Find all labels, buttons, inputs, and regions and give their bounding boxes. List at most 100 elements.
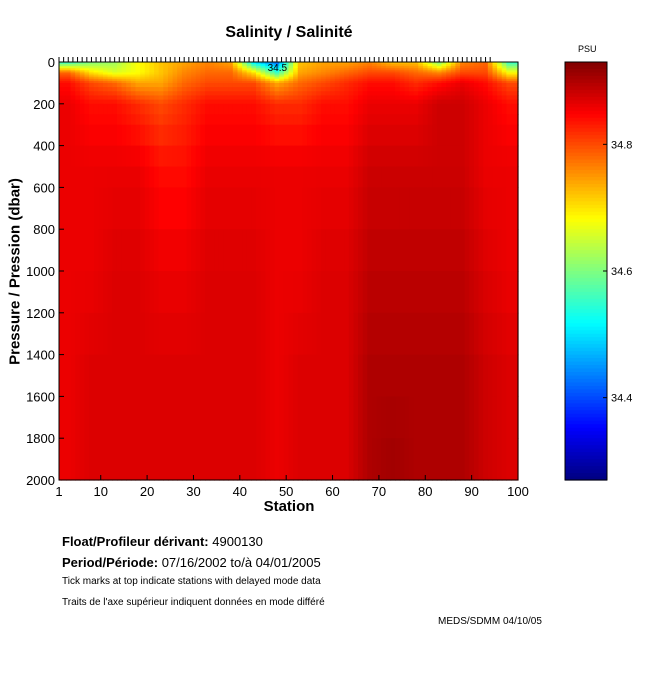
heatmap-cell [311,91,317,97]
heatmap-cell [515,229,519,272]
heatmap-cell [149,74,155,78]
heatmap-cell [334,95,341,101]
heatmap-cell [307,68,313,71]
heatmap-cell [483,396,489,439]
heatmap-cell [144,64,151,67]
heatmap-cell [436,76,443,80]
heatmap-cell [473,66,480,69]
heatmap-cell [265,72,271,76]
heatmap-cell [501,438,508,481]
heatmap-cell [469,91,475,97]
heatmap-cell [251,354,257,397]
heatmap-cell [316,62,322,65]
colorbar-cell [565,417,607,422]
heatmap-cell [232,103,239,115]
heatmap-cell [371,80,378,84]
heatmap-cell [483,187,489,230]
heatmap-cell [283,74,290,78]
heatmap-cell [293,82,299,88]
heatmap-cell [205,312,211,356]
heatmap-cell [279,229,285,272]
heatmap-cell [172,438,178,481]
heatmap-cell [302,87,308,92]
heatmap-cell [348,312,355,356]
heatmap-cell [381,72,387,76]
colorbar-cell [565,316,607,321]
heatmap-cell [200,187,206,230]
heatmap-cell [390,166,396,188]
heatmap-cell [256,271,262,314]
heatmap-cell [497,229,503,272]
heatmap-cell [70,62,76,65]
heatmap-cell [422,124,429,147]
heatmap-cell [65,438,72,481]
heatmap-cell [427,70,433,74]
heatmap-cell [492,78,498,82]
heatmap-cell [107,187,113,230]
heatmap-cell [140,396,146,439]
heatmap-cell [209,82,215,88]
heatmap-cell [65,99,72,105]
colorbar-cell [565,312,607,317]
heatmap-cell [79,99,86,105]
heatmap-cell [265,70,271,74]
heatmap-cell [334,68,341,71]
heatmap-cell [501,145,508,168]
heatmap-cell [144,114,151,126]
heatmap-cell [371,62,378,65]
heatmap-cell [89,114,95,126]
heatmap-cell [334,271,341,314]
heatmap-cell [121,124,127,147]
heatmap-cell [269,124,276,147]
heatmap-cell [107,103,113,115]
heatmap-cell [515,99,519,105]
heatmap-cell [446,99,452,105]
colorbar-cell [565,274,607,279]
heatmap-cell [311,64,317,67]
heatmap-cell [98,187,104,230]
heatmap-cell [441,145,447,168]
heatmap-cell [464,87,470,92]
heatmap-cell [515,114,519,126]
heatmap-cell [70,87,76,92]
heatmap-cell [293,74,299,78]
heatmap-cell [232,70,239,74]
heatmap-cell [297,70,304,74]
heatmap-cell [455,354,461,397]
heatmap-cell [200,72,206,76]
heatmap-cell [70,76,76,80]
heatmap-cell [223,312,229,356]
heatmap-cell [158,72,164,76]
heatmap-cell [256,68,262,71]
heatmap-cell [260,354,266,397]
heatmap-cell [181,166,188,188]
heatmap-cell [506,229,512,272]
colorbar-cell [565,392,607,397]
heatmap-cell [228,76,234,80]
heatmap-cell [172,64,178,67]
heatmap-cell [432,166,438,188]
heatmap-cell [455,91,461,97]
heatmap-cell [385,95,392,101]
heatmap-cell [348,74,355,78]
heatmap-cell [501,87,508,92]
heatmap-cell [404,62,410,65]
heatmap-cell [418,187,424,230]
heatmap-cell [469,62,475,65]
heatmap-cell [515,396,519,439]
heatmap-cell [497,66,503,69]
heatmap-cell [506,78,512,82]
heatmap-cell [195,68,202,71]
heatmap-cell [283,396,290,439]
heatmap-cell [265,103,271,115]
heatmap-cell [441,95,447,101]
heatmap-cell [460,95,466,101]
heatmap-cell [432,103,438,115]
heatmap-cell [381,354,387,397]
heatmap-cell [404,99,410,105]
heatmap-cell [70,91,76,97]
heatmap-cell [316,87,322,92]
heatmap-cell [297,72,304,76]
heatmap-cell [126,124,132,147]
colorbar-cell [565,243,607,248]
